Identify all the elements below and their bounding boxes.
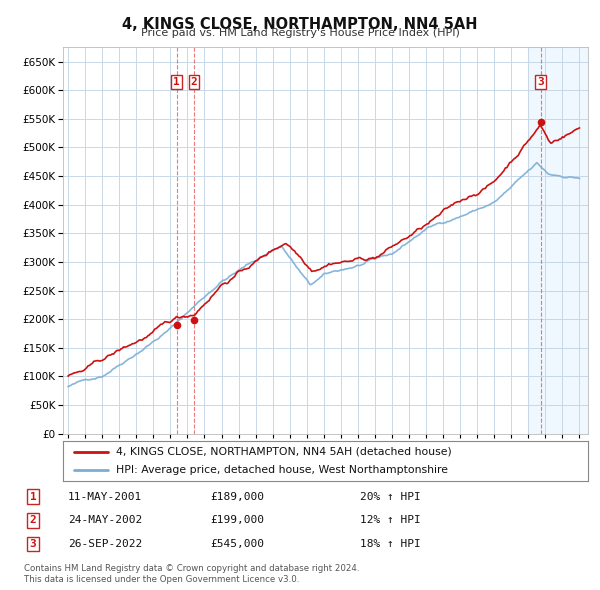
Text: 2: 2 [191,77,197,87]
Text: £545,000: £545,000 [210,539,264,549]
Text: 1: 1 [173,77,180,87]
Bar [529,47,588,434]
Text: HPI: Average price, detached house, West Northamptonshire: HPI: Average price, detached house, West… [115,466,448,476]
Text: 3: 3 [29,539,37,549]
Text: 2: 2 [29,516,37,525]
Text: 11-MAY-2001: 11-MAY-2001 [68,492,142,502]
Text: 26-SEP-2022: 26-SEP-2022 [68,539,142,549]
Text: 20% ↑ HPI: 20% ↑ HPI [360,492,421,502]
Text: This data is licensed under the Open Government Licence v3.0.: This data is licensed under the Open Gov… [24,575,299,584]
Text: 24-MAY-2002: 24-MAY-2002 [68,516,142,525]
Text: 1: 1 [29,492,37,502]
Text: £199,000: £199,000 [210,516,264,525]
Text: 4, KINGS CLOSE, NORTHAMPTON, NN4 5AH: 4, KINGS CLOSE, NORTHAMPTON, NN4 5AH [122,17,478,31]
Text: £189,000: £189,000 [210,492,264,502]
Text: Price paid vs. HM Land Registry's House Price Index (HPI): Price paid vs. HM Land Registry's House … [140,28,460,38]
Text: Contains HM Land Registry data © Crown copyright and database right 2024.: Contains HM Land Registry data © Crown c… [24,565,359,573]
Text: 12% ↑ HPI: 12% ↑ HPI [360,516,421,525]
Text: 4, KINGS CLOSE, NORTHAMPTON, NN4 5AH (detached house): 4, KINGS CLOSE, NORTHAMPTON, NN4 5AH (de… [115,447,451,457]
Text: 3: 3 [538,77,544,87]
Text: 18% ↑ HPI: 18% ↑ HPI [360,539,421,549]
